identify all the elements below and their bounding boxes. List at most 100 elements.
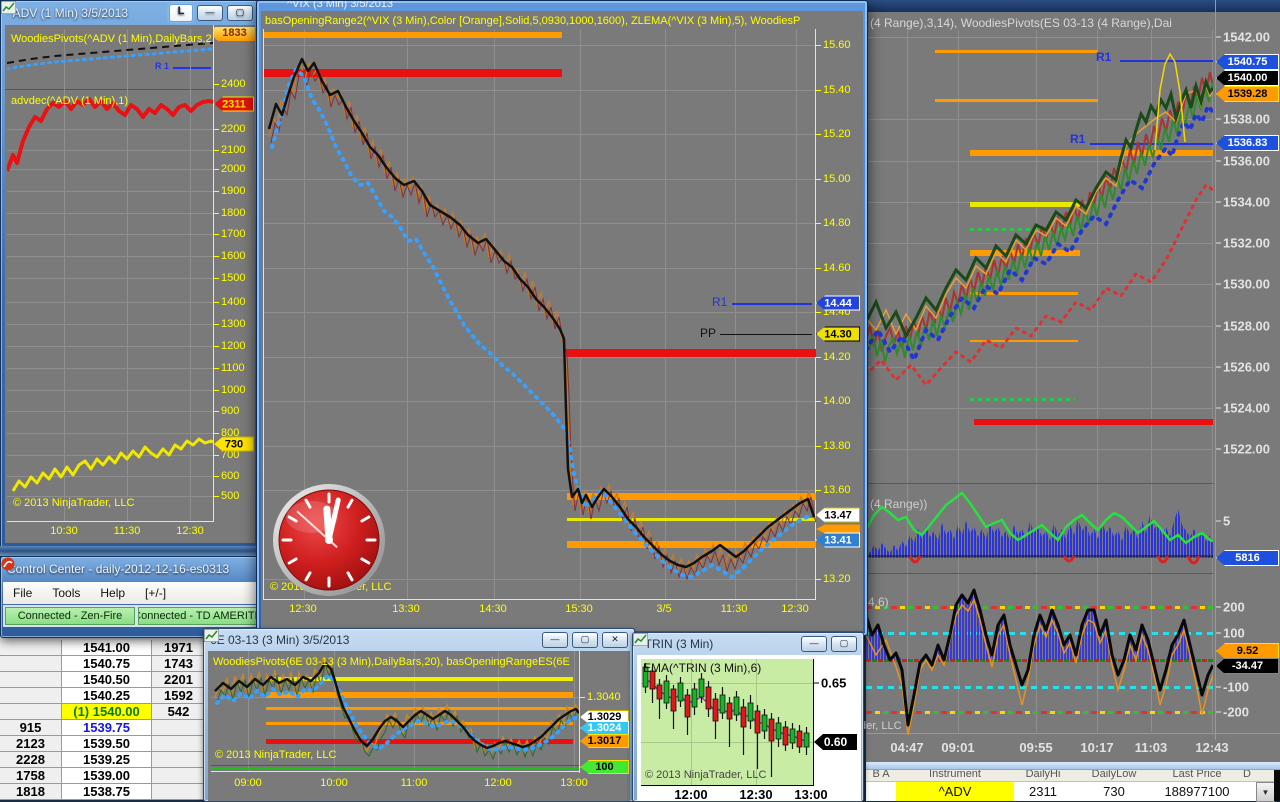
- quotes-cell[interactable]: [866, 782, 897, 801]
- dom-price-cell[interactable]: 1539.00: [62, 768, 152, 784]
- vix-time-axis[interactable]: 12:30 13:30 14:30 15:30 3/5 11:30 12:30: [263, 603, 815, 619]
- window-6e-chart: 6E 03-13 (3 Min) 3/5/2013 — ▢ ✕ WoodiesP…: [203, 628, 635, 802]
- connection-status-td: Connected - TD AMERITRA: [138, 607, 265, 625]
- dom-price-cell[interactable]: 1540.75: [62, 656, 152, 672]
- es-price-axis[interactable]: 1542.00 1538.00 1536.00 1534.00 1532.00 1530.…: [1215, 0, 1280, 740]
- es-time-axis[interactable]: 04:47 09:01 09:55 10:17 11:03 12:43: [866, 740, 1228, 758]
- trin-time-axis[interactable]: 12:00 12:30 13:00: [641, 787, 827, 801]
- grid-line: [334, 651, 335, 771]
- quotes-dropdown-button[interactable]: ▼: [1256, 782, 1275, 802]
- dom-ask-cell[interactable]: 2201: [152, 672, 206, 688]
- trin-plot[interactable]: EMA(^TRIN (3 Min),6) © 2013 NinjaTrader,…: [641, 659, 814, 786]
- menu-item-[interactable]: [+/-]: [145, 586, 167, 600]
- quotes-cell[interactable]: [1238, 782, 1257, 801]
- dom-ask-cell[interactable]: [152, 768, 206, 784]
- dom-ask-cell[interactable]: [152, 736, 206, 752]
- minimize-button[interactable]: —: [197, 5, 223, 21]
- vix-client: basOpeningRange2(^VIX (3 Min),Color [Ora…: [261, 11, 863, 631]
- dom-price-cell[interactable]: 1538.75: [62, 784, 152, 800]
- axis-tick: 2400: [214, 78, 245, 90]
- minimize-button[interactable]: —: [542, 631, 568, 648]
- grid-line: [7, 346, 213, 347]
- sixe-price-panel[interactable]: © 2013 NinjaTrader, LLC: [211, 651, 579, 772]
- es-titlebar-sliver[interactable]: [866, 0, 1280, 12]
- dom-bid-cell[interactable]: [0, 656, 62, 672]
- axis-tick: 13.20: [816, 573, 851, 585]
- dom-bid-cell[interactable]: [0, 688, 62, 704]
- dom-ask-cell[interactable]: 1592: [152, 688, 206, 704]
- quotes-cell[interactable]: ^ADV: [896, 782, 1015, 801]
- axis-tick: 1532.00: [1216, 236, 1270, 251]
- sixe-indicator-label: WoodiesPivots(6E 03-13 (3 Min),DailyBars…: [213, 656, 570, 668]
- dom-bid-cell[interactable]: 915: [0, 720, 62, 736]
- dom-bid-cell[interactable]: [0, 640, 62, 656]
- dom-price-cell[interactable]: 1539.50: [62, 736, 152, 752]
- adv-price-axis[interactable]: 2400 2200 2100 2000 1900 1800 1700 1600 1500 1400…: [213, 25, 255, 522]
- dom-price-cell[interactable]: 1539.25: [62, 752, 152, 768]
- quotes-cell[interactable]: 188977100: [1156, 782, 1239, 801]
- es-volume-red-marks: [908, 555, 1201, 565]
- es-volume-label: (4 Range)): [870, 497, 928, 511]
- close-button[interactable]: ✕: [602, 631, 628, 648]
- link-button[interactable]: L: [169, 4, 193, 22]
- trin-price-axis[interactable]: 0.65 0.60: [814, 659, 859, 785]
- dom-bid-cell[interactable]: [0, 704, 62, 720]
- chart-window-icon: [1, 1, 16, 14]
- maximize-button[interactable]: ▢: [227, 5, 253, 21]
- sixe-time-axis[interactable]: 09:00 10:00 11:00 12:00 13:00: [211, 777, 588, 791]
- trin-titlebar[interactable]: ^TRIN (3 Min) — ▢: [633, 633, 863, 654]
- vix-titlebar[interactable]: ^VIX (3 Min) 3/5/2013: [257, 1, 867, 11]
- axis-tick: 200: [1216, 600, 1245, 615]
- es-volume-panel[interactable]: (4 Range)) – –: [866, 485, 1213, 571]
- menu-item-help[interactable]: Help: [100, 586, 126, 600]
- dom-row: 1540.25 1592: [0, 688, 207, 704]
- dom-bid-cell[interactable]: 2228: [0, 752, 62, 768]
- es-price-panel[interactable]: R1 R1: [866, 30, 1213, 480]
- price-badge: 1.3029: [580, 710, 629, 724]
- dom-ask-cell[interactable]: 1743: [152, 656, 206, 672]
- es-oscillator-panel[interactable]: 4,6): [866, 575, 1213, 735]
- maximize-button[interactable]: ▢: [572, 631, 598, 648]
- pivot-line: [567, 541, 816, 548]
- quotes-scrollbar[interactable]: [866, 762, 1280, 770]
- es-volume-bars: [866, 509, 1213, 558]
- dom-price-cell[interactable]: 1541.00: [62, 640, 152, 656]
- adv-pivots-panel[interactable]: WoodiesPivots(^ADV (1 Min),DailyBars,2 R…: [7, 29, 213, 89]
- dom-price-cell[interactable]: (1) 1540.00: [62, 704, 152, 720]
- minimize-button[interactable]: —: [801, 635, 827, 652]
- quotes-cell[interactable]: 2311: [1014, 782, 1073, 801]
- dom-ask-cell[interactable]: 1971: [152, 640, 206, 656]
- dom-bid-cell[interactable]: 1818: [0, 784, 62, 800]
- analog-clock: [270, 481, 388, 599]
- dom-ask-cell[interactable]: 542: [152, 704, 206, 720]
- window-adv-chart: ^ADV (1 Min) 3/5/2013 L — ▢ WoodiesPivot…: [0, 0, 260, 548]
- sixe-price-axis[interactable]: 1.3040 1.3029 1.3024 1.3017 100: [579, 651, 630, 774]
- connection-status-zenfire: Connected - Zen-Fire: [5, 607, 135, 625]
- quotes-header-label: D: [1243, 770, 1251, 780]
- adv-main-panel[interactable]: advdec(^ADV (1 Min),1) © 2013 NinjaTrade…: [7, 89, 213, 522]
- price-badge: 14.44: [816, 295, 860, 311]
- adv-time-axis[interactable]: 10:30 11:30 12:30: [7, 525, 213, 539]
- dom-ask-cell[interactable]: [152, 784, 206, 800]
- dom-bid-cell[interactable]: 1758: [0, 768, 62, 784]
- quotes-row[interactable]: ^ADV 2311 730 188977100: [866, 782, 1257, 801]
- dom-price-cell[interactable]: 1540.25: [62, 688, 152, 704]
- dom-bid-cell[interactable]: 2123: [0, 736, 62, 752]
- menu-item-file[interactable]: File: [13, 586, 33, 600]
- maximize-button[interactable]: ▢: [831, 635, 857, 652]
- menu-item-tools[interactable]: Tools: [52, 586, 81, 600]
- grid-line: [264, 223, 816, 224]
- sixe-titlebar[interactable]: 6E 03-13 (3 Min) 3/5/2013 — ▢ ✕: [204, 629, 634, 650]
- dom-bid-cell[interactable]: [0, 672, 62, 688]
- dom-ask-cell[interactable]: [152, 720, 206, 736]
- adv-titlebar[interactable]: ^ADV (1 Min) 3/5/2013 L — ▢: [1, 1, 259, 25]
- dom-price-cell[interactable]: 1539.75: [62, 720, 152, 736]
- dom-price-cell[interactable]: 1540.50: [62, 672, 152, 688]
- es-oscillator-label: 4,6): [868, 595, 889, 609]
- dom-ask-cell[interactable]: [152, 752, 206, 768]
- cc-titlebar[interactable]: Control Center - daily-2012-12-16-es0313: [1, 557, 269, 581]
- vix-price-panel[interactable]: R1 PP © 2013 NinjaTrader, LLC: [263, 29, 816, 600]
- time-label: 15:30: [565, 603, 593, 615]
- quotes-cell[interactable]: 730: [1072, 782, 1157, 801]
- vix-price-axis[interactable]: 15.60 15.40 15.20 15.00 14.80 14.60 14.40 14.20…: [815, 29, 862, 599]
